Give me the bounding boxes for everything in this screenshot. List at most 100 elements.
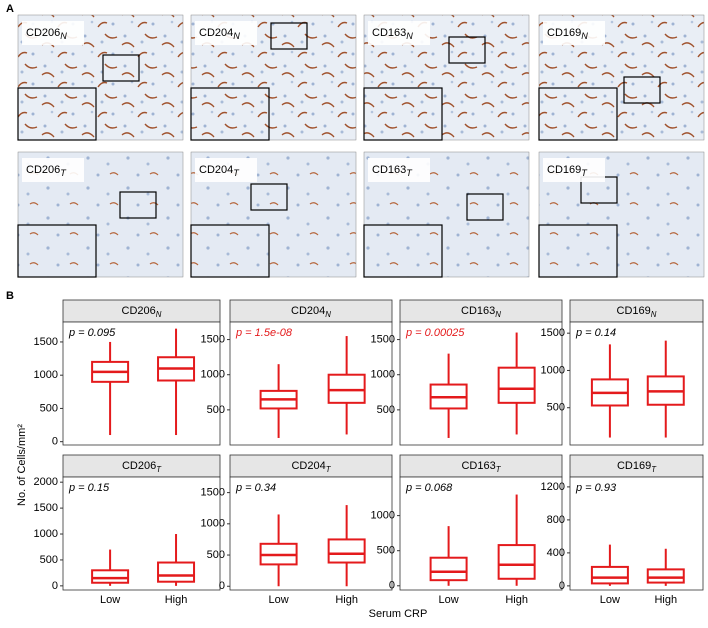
y-tick-label: 500 (40, 402, 58, 414)
label-subscript: N (651, 310, 657, 319)
label: CD206N (122, 305, 162, 319)
x-tick-label: High (654, 594, 677, 606)
y-tick-label: 1000 (201, 518, 225, 530)
label-bg (368, 21, 430, 45)
label: CD163N (461, 305, 501, 319)
p-value: p = 1.5e-08 (235, 327, 293, 339)
label-name: CD163 (461, 305, 495, 317)
inset (190, 224, 270, 278)
y-tick-label: 2000 (34, 476, 58, 488)
y-axis-label: No. of Cells/mm² (16, 424, 28, 506)
y-tick-label: 0 (219, 580, 225, 592)
label-name: CD169 (547, 27, 581, 39)
box (497, 366, 536, 404)
plot-area (399, 321, 563, 446)
box (327, 373, 366, 404)
y-tick-label: 500 (547, 402, 565, 414)
y-tick-label: 500 (207, 404, 225, 416)
y-tick-label: 1500 (34, 336, 58, 348)
label-name: CD206 (26, 164, 60, 176)
box (327, 538, 366, 564)
y-tick-label: 1500 (201, 333, 225, 345)
label-subscript: N (156, 310, 162, 319)
label-subscript: N (233, 31, 240, 41)
label-bg (368, 158, 430, 182)
label-name: CD204 (291, 305, 325, 317)
p-value: p = 0.095 (68, 327, 116, 339)
box (429, 556, 468, 582)
p-value: p = 0.93 (575, 482, 617, 494)
label: CD206T (122, 460, 162, 474)
label-bg (22, 21, 84, 45)
y-tick-label: 800 (547, 514, 565, 526)
label-bg (22, 158, 84, 182)
y-tick-label: 0 (559, 580, 565, 592)
p-value: p = 0.068 (405, 482, 453, 494)
x-tick-label: High (165, 594, 188, 606)
label: CD169T (617, 460, 657, 474)
label-name: CD206 (26, 27, 60, 39)
inset (538, 224, 618, 278)
plot-area (229, 321, 393, 446)
label: CD204T (199, 164, 240, 179)
label-subscript: N (495, 310, 501, 319)
y-tick-label: 500 (40, 554, 58, 566)
label-subscript: T (156, 465, 162, 474)
y-tick-label: 1000 (34, 528, 58, 540)
panel-label: B (6, 290, 14, 302)
label-name: CD163 (372, 164, 406, 176)
label-name: CD204 (291, 460, 325, 472)
x-tick-label: Low (269, 594, 289, 606)
label-bg (195, 158, 257, 182)
inset (363, 87, 443, 141)
label-bg (195, 21, 257, 45)
zoom-box (466, 193, 504, 221)
p-value: p = 0.15 (68, 482, 110, 494)
y-tick-label: 0 (52, 436, 58, 448)
label: CD163N (372, 27, 413, 42)
label-name: CD169 (547, 164, 581, 176)
label: CD204T (291, 460, 331, 474)
label: CD169T (547, 164, 588, 179)
inset (538, 87, 618, 141)
label-bg (543, 21, 605, 45)
y-tick-label: 1200 (541, 481, 565, 493)
label: CD163T (372, 164, 413, 179)
box (157, 561, 196, 583)
x-tick-label: Low (600, 594, 620, 606)
label-subscript: T (406, 168, 413, 178)
label-subscript: T (651, 465, 657, 474)
box (646, 568, 685, 584)
label-name: CD169 (617, 460, 651, 472)
label-name: CD204 (199, 164, 233, 176)
label-subscript: N (581, 31, 588, 41)
label-subscript: T (60, 168, 67, 178)
zoom-box (102, 54, 140, 82)
y-tick-label: 1500 (541, 327, 565, 339)
y-tick-label: 500 (377, 404, 395, 416)
label-subscript: T (233, 168, 240, 178)
label-subscript: N (60, 31, 67, 41)
zoom-box (119, 191, 157, 219)
label-name: CD206 (122, 305, 156, 317)
zoom-box (250, 183, 288, 211)
label-subscript: T (581, 168, 588, 178)
plot-area (62, 476, 221, 591)
plot-area (399, 476, 563, 591)
label-name: CD169 (617, 305, 651, 317)
panel-label: A (6, 3, 14, 15)
zoom-box (448, 36, 486, 64)
p-value: p = 0.00025 (405, 327, 465, 339)
inset (17, 224, 97, 278)
label: CD204N (291, 305, 331, 319)
y-tick-label: 1500 (34, 502, 58, 514)
p-value: p = 0.34 (235, 482, 276, 494)
label-subscript: T (326, 465, 332, 474)
label-name: CD206 (122, 460, 156, 472)
label-subscript: N (406, 31, 413, 41)
label-name: CD163 (461, 460, 495, 472)
y-tick-label: 1000 (371, 369, 395, 381)
y-tick-label: 500 (207, 549, 225, 561)
box (590, 565, 629, 585)
